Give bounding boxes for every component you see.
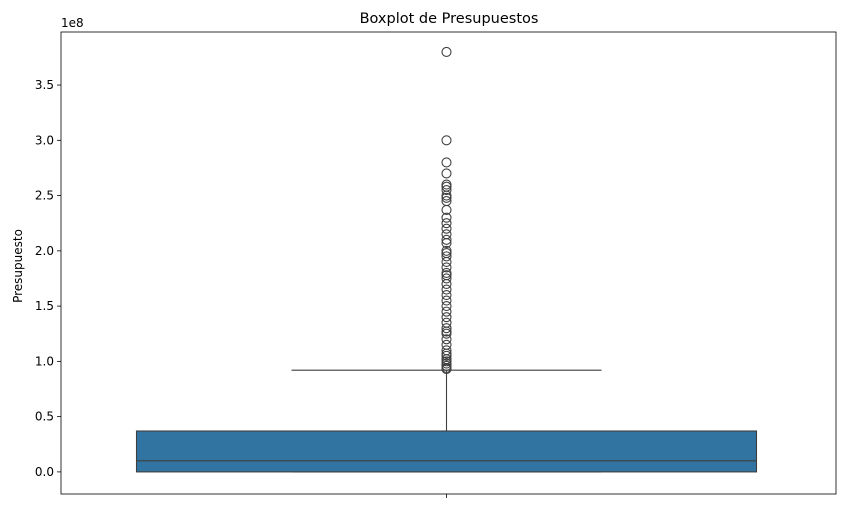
outlier-point [441,234,452,245]
y-offset-label: 1e8 [61,16,84,30]
y-tick-label: 0.5 [35,410,54,424]
y-tick-label: 0.0 [35,465,54,479]
outlier-point [441,204,452,215]
outlier-point [441,262,452,273]
outlier-point [441,339,452,350]
outlier-point [441,317,452,328]
outlier-point [441,168,452,179]
y-tick-label: 1.0 [35,354,54,368]
outlier-point [441,290,452,301]
plot-area [135,46,758,473]
outlier-point [441,256,452,267]
iqr-box [135,430,758,473]
y-tick-label: 3.5 [35,78,54,92]
y-tick-label: 2.5 [35,189,54,203]
outlier-point [441,350,452,361]
outlier-point [441,212,452,223]
outlier-point [441,273,452,284]
outlier-point [441,157,452,168]
y-axis-label: Presupuesto [11,229,25,303]
outlier-point [441,218,452,229]
outlier-point [441,179,452,190]
outlier-point [441,364,452,375]
y-tick-label: 2.0 [35,244,54,258]
outlier-point [441,323,452,334]
outlier-point [441,185,452,196]
outlier-point [441,251,452,262]
outlier-point [441,238,452,249]
outlier-point [441,192,452,203]
outlier-point [441,284,452,295]
outlier-point [441,267,452,278]
y-tick-label: 1.5 [35,299,54,313]
outlier-point [441,46,452,57]
y-ticks: 0.0 0.5 1.0 1.5 2.0 2.5 3.0 3.5 [35,78,61,479]
outlier-point [441,278,452,290]
outlier-point [441,328,452,339]
outlier-point [441,306,452,317]
outlier-point [441,223,452,234]
outlier-point [441,301,452,312]
outlier-point [441,190,452,201]
chart-title: Boxplot de Presupuestos [360,11,539,27]
outlier-point [441,229,452,240]
outlier-point [441,295,452,306]
plot-frame [60,31,837,495]
outlier-point [441,312,452,323]
y-tick-label: 3.0 [35,133,54,147]
outlier-point [441,334,452,345]
outlier-point [441,135,452,146]
